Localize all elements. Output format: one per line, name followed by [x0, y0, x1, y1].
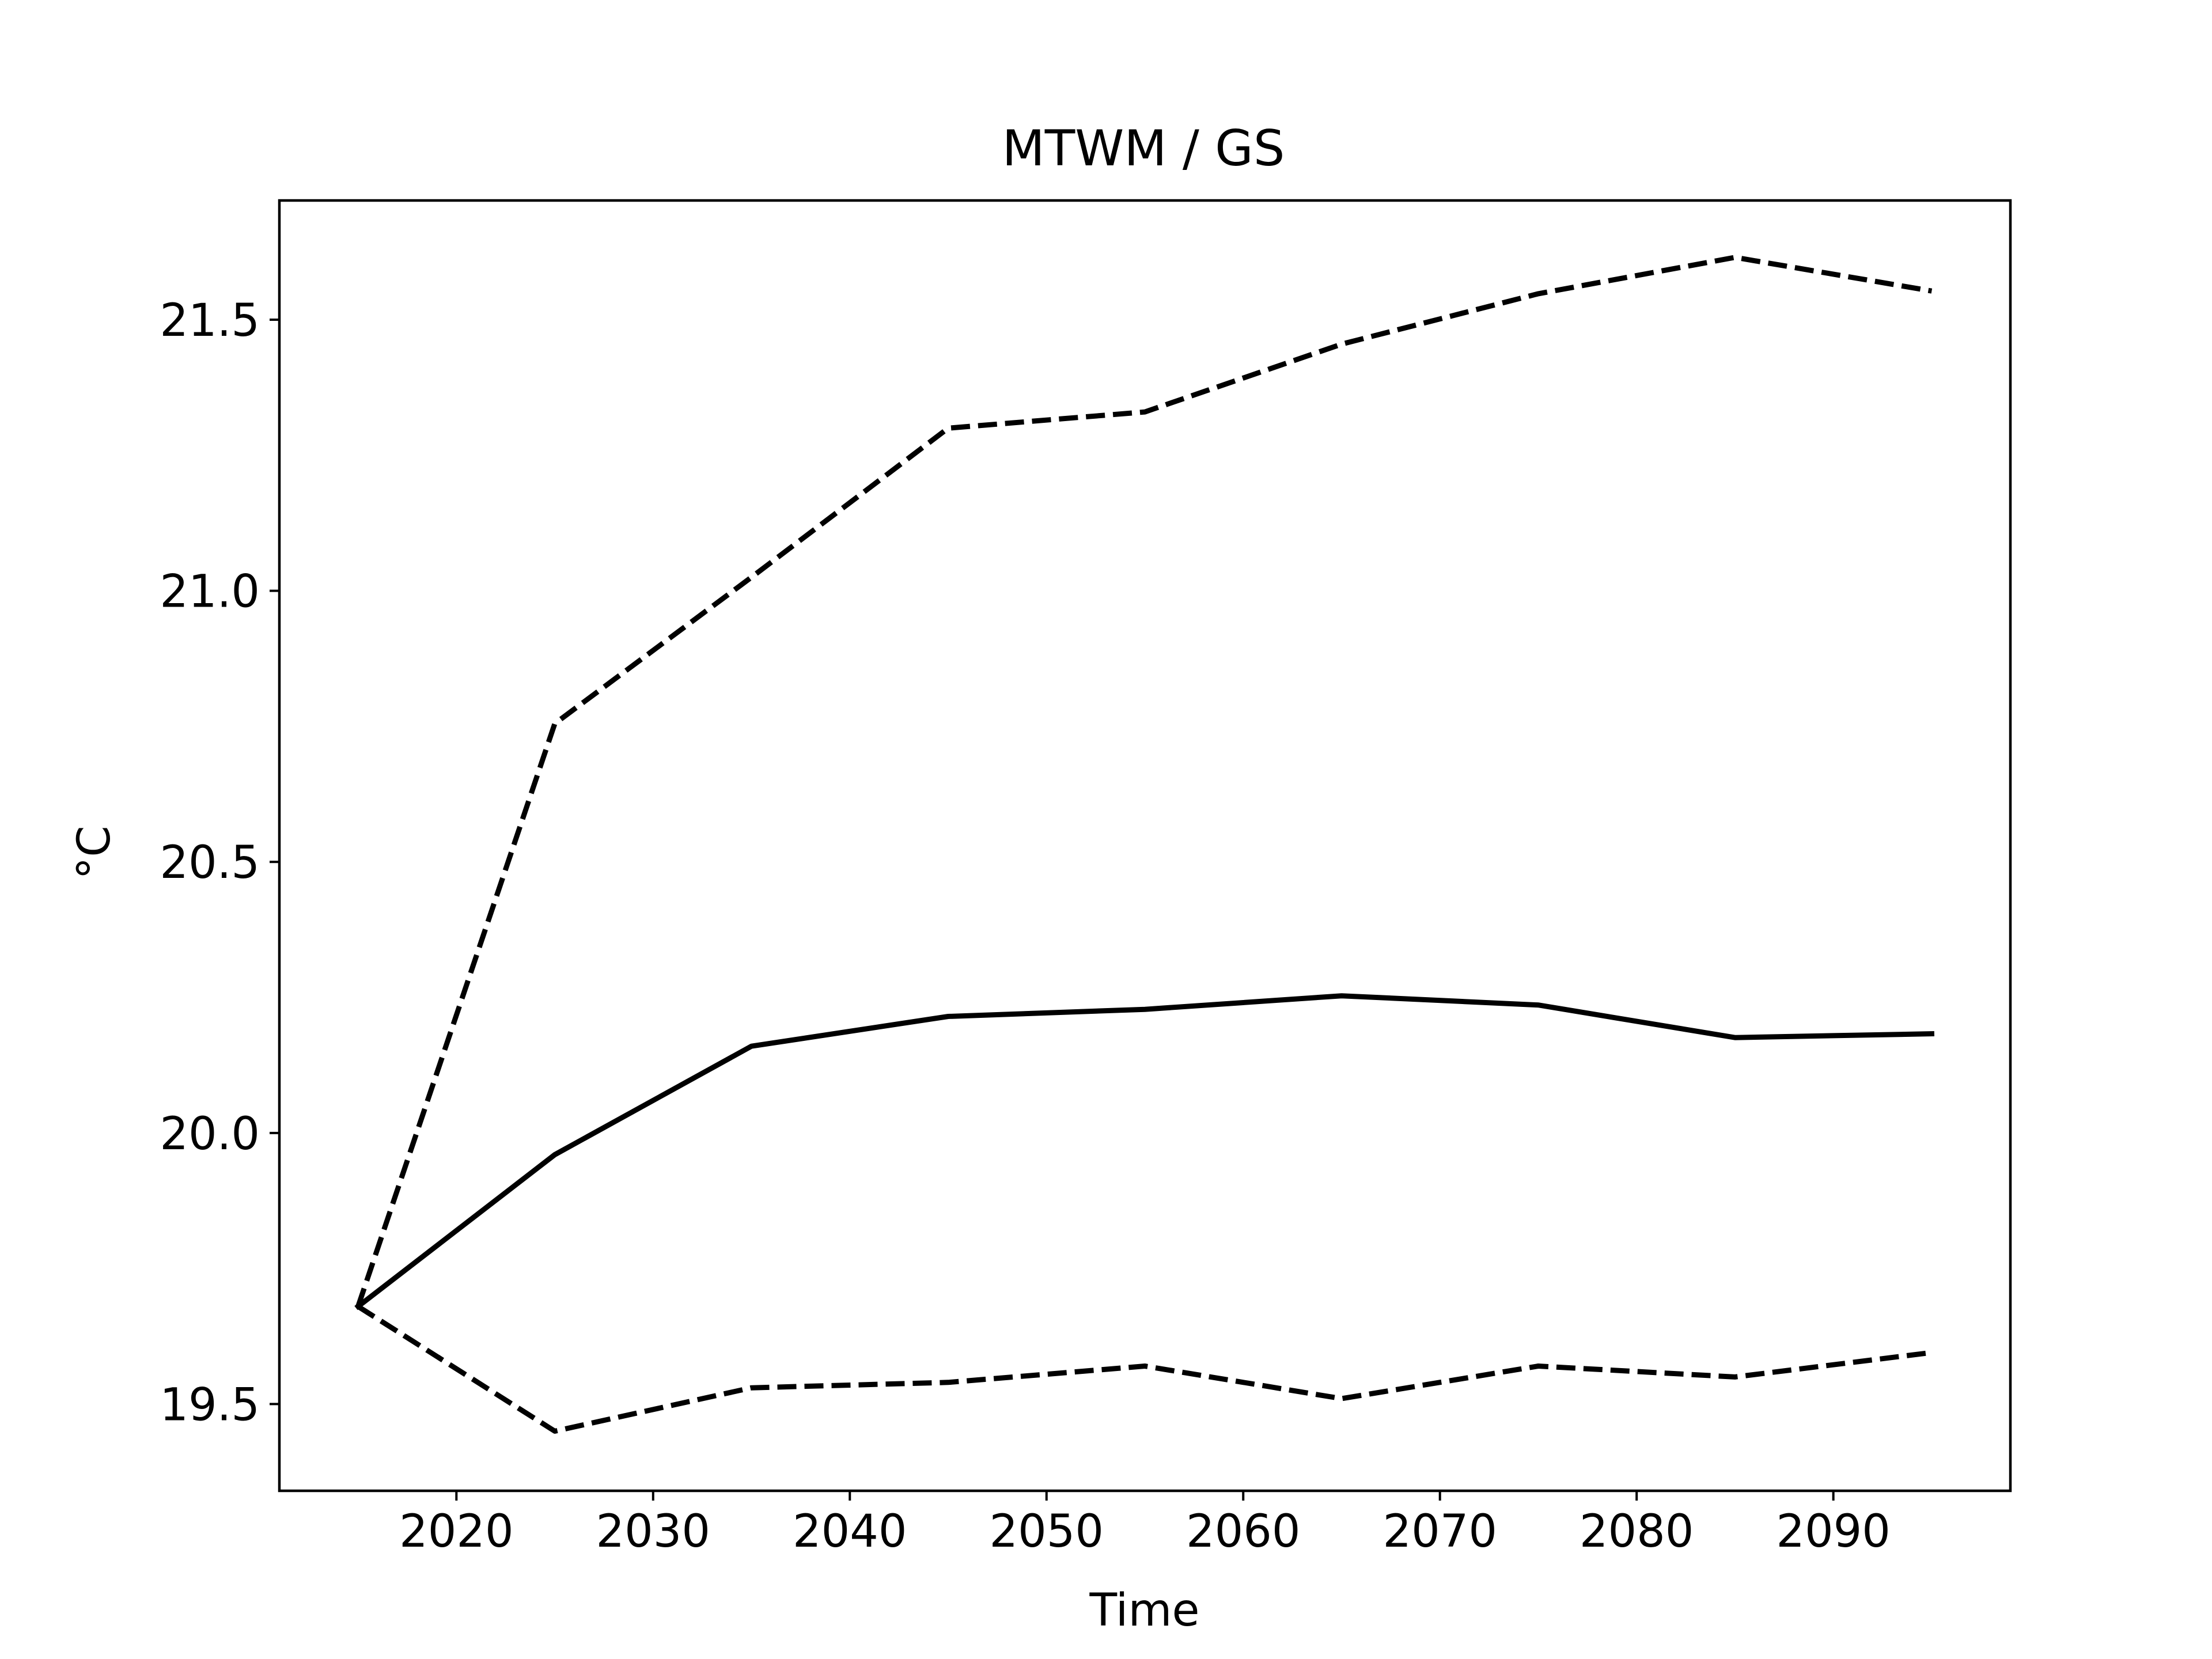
x-tick-label: 2030 [596, 1506, 711, 1558]
x-tick-label: 2070 [1382, 1506, 1497, 1558]
x-axis: 2020 2030 2040 2050 2060 2070 2080 2090 [399, 1491, 1891, 1558]
y-tick-label: 20.5 [160, 837, 260, 889]
x-axis-label: Time [1089, 1585, 1200, 1637]
dashed-series-line-2 [357, 1304, 1932, 1434]
chart-title: MTWM / GS [1002, 120, 1285, 177]
x-tick-label: 2090 [1776, 1506, 1891, 1558]
x-tick-label: 2080 [1580, 1506, 1694, 1558]
plot-frame [278, 199, 2012, 1493]
x-tick-label: 2040 [793, 1506, 907, 1558]
y-tick-label: 21.5 [160, 295, 260, 347]
series-layer [354, 255, 1934, 1434]
y-axis: 19.5 20.0 20.5 21.0 21.5 [160, 295, 279, 1431]
x-tick-label: 2050 [990, 1506, 1104, 1558]
y-tick-label: 19.5 [160, 1379, 260, 1431]
y-tick-label: 21.0 [160, 566, 260, 618]
x-tick-label: 2060 [1186, 1506, 1301, 1558]
dashed-series-line-1 [355, 255, 1933, 1308]
x-tick-label: 2020 [399, 1506, 514, 1558]
y-tick-label: 20.0 [160, 1108, 260, 1160]
solid-series-line-0 [354, 993, 1934, 1310]
y-axis-label: °C [69, 825, 120, 879]
